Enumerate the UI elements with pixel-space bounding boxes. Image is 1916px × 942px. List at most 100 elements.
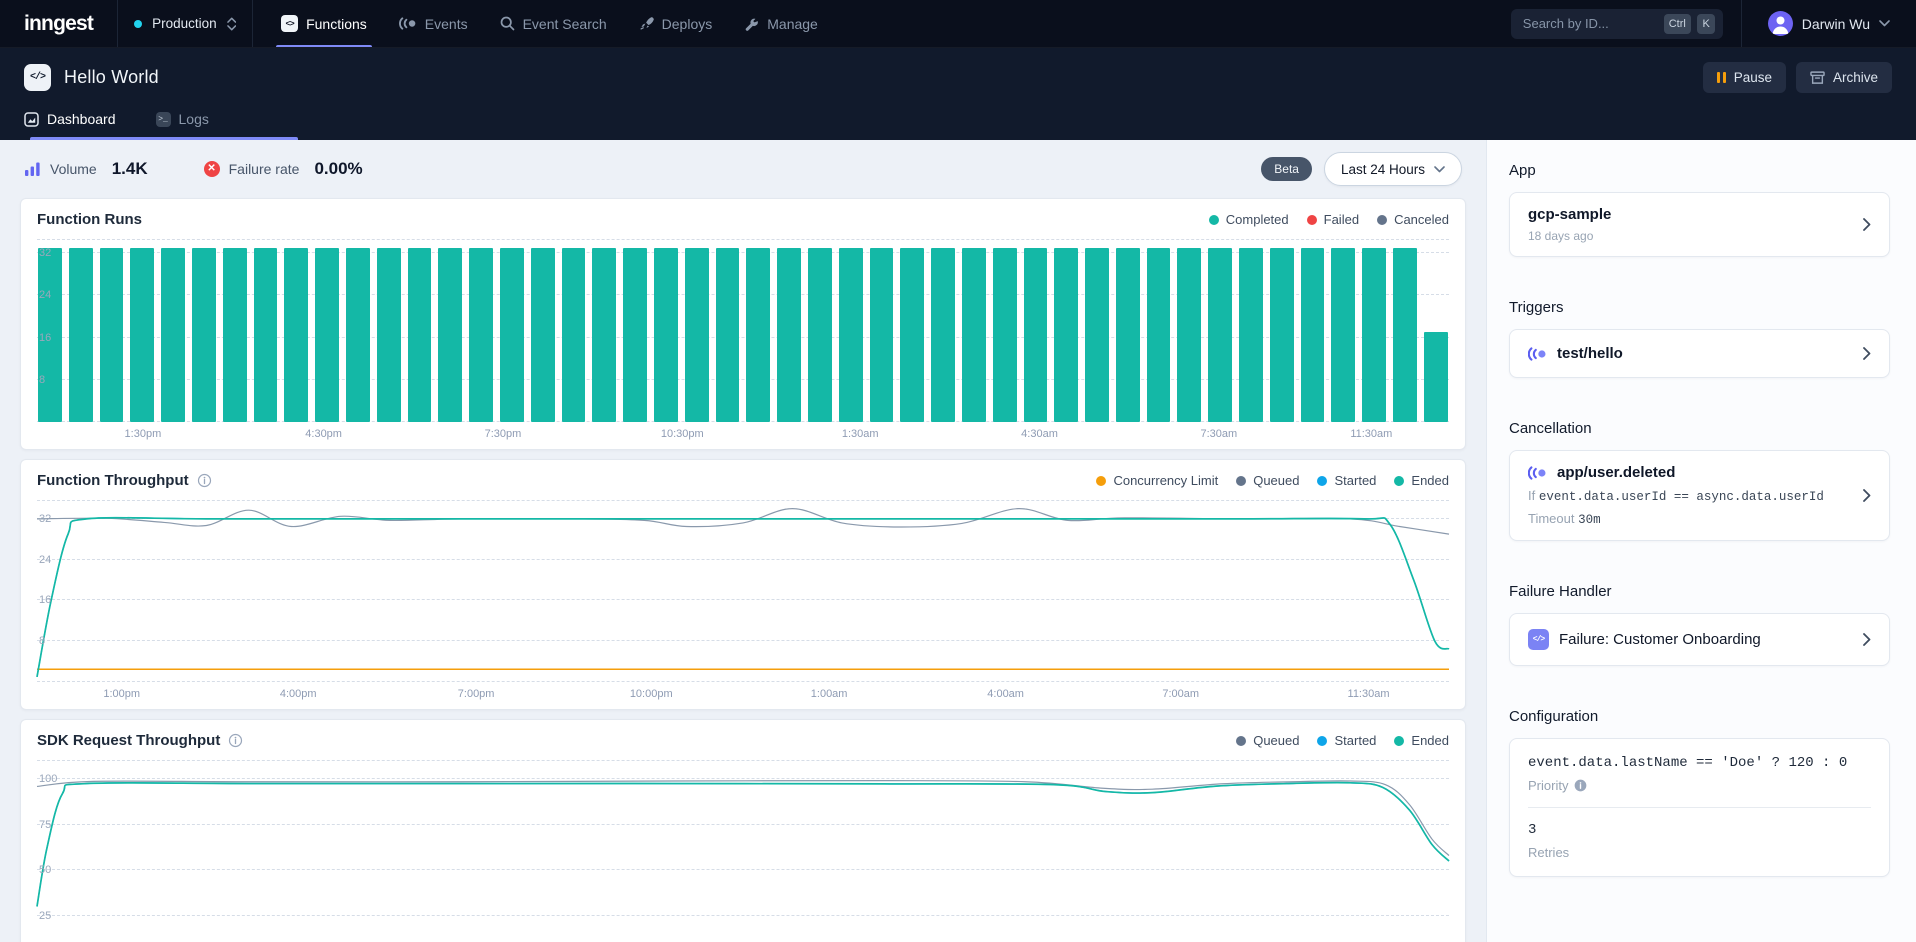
bar[interactable] <box>653 247 678 422</box>
bar[interactable] <box>407 247 432 422</box>
dashboard-icon <box>24 111 39 127</box>
top-navigation: inngest Production <> Functions Events E… <box>0 0 1916 48</box>
bar[interactable] <box>715 247 740 422</box>
search-input[interactable] <box>1510 8 1723 39</box>
bar[interactable] <box>469 247 493 422</box>
tab-events[interactable]: Events <box>383 0 484 47</box>
info-icon[interactable] <box>228 733 243 748</box>
retries-label: Retries <box>1528 845 1570 860</box>
user-menu[interactable]: Darwin Wu <box>1740 0 1916 47</box>
x-axis-tick: 1:30am <box>841 428 879 440</box>
bar[interactable] <box>38 247 62 422</box>
tab-logs[interactable]: >_ Logs <box>155 111 209 140</box>
bar[interactable] <box>68 247 93 422</box>
tab-dashboard[interactable]: Dashboard <box>24 111 116 140</box>
failure-handler-card[interactable]: </> Failure: Customer Onboarding <box>1509 613 1890 666</box>
legend-label: Queued <box>1253 733 1300 748</box>
time-range-dropdown[interactable]: Last 24 Hours <box>1323 152 1462 186</box>
y-axis-tick: 16 <box>39 331 52 344</box>
bar[interactable] <box>931 247 955 422</box>
bar[interactable] <box>684 247 709 422</box>
bar[interactable] <box>1085 247 1109 422</box>
legend-item-canceled: Canceled <box>1377 212 1449 227</box>
bar[interactable] <box>376 247 401 422</box>
bar[interactable] <box>1331 247 1356 422</box>
tab-functions[interactable]: <> Functions <box>265 0 383 47</box>
section-heading-app: App <box>1509 162 1536 179</box>
bar[interactable] <box>161 247 185 422</box>
info-icon[interactable] <box>197 473 212 488</box>
stats-bar: Volume 1.4K ✕ Failure rate 0.00% Beta La… <box>0 140 1486 198</box>
archive-label: Archive <box>1832 70 1878 85</box>
bar[interactable] <box>130 247 155 422</box>
bar[interactable] <box>191 247 216 422</box>
failure-handler-name: Failure: Customer Onboarding <box>1559 631 1761 648</box>
bar[interactable] <box>1023 247 1048 422</box>
bar[interactable] <box>961 247 986 422</box>
bar[interactable] <box>838 247 863 422</box>
bar[interactable] <box>807 247 832 422</box>
priority-expression: event.data.lastName == 'Doe' ? 120 : 0 <box>1528 755 1848 771</box>
function-throughput-card: Function Throughput Concurrency Limit Que… <box>20 459 1466 710</box>
bar[interactable] <box>777 247 801 422</box>
bar[interactable] <box>315 247 339 422</box>
bar[interactable] <box>1054 247 1079 422</box>
bar[interactable] <box>253 247 278 422</box>
priority-config: event.data.lastName == 'Doe' ? 120 : 0 P… <box>1528 755 1871 793</box>
bar[interactable] <box>438 247 463 422</box>
bar[interactable] <box>992 247 1017 422</box>
bar[interactable] <box>746 247 771 422</box>
details-sidebar: App gcp-sample 18 days ago Triggers test… <box>1486 140 1916 942</box>
legend-label: Started <box>1334 473 1377 488</box>
bar[interactable] <box>345 247 370 422</box>
tab-deploys[interactable]: Deploys <box>623 0 729 47</box>
bar[interactable] <box>592 247 617 422</box>
bar[interactable] <box>900 247 925 422</box>
bar[interactable] <box>222 247 247 422</box>
kbd-k: K <box>1697 13 1715 34</box>
configuration-card: event.data.lastName == 'Doe' ? 120 : 0 P… <box>1509 738 1890 877</box>
x-axis-tick: 7:00am <box>1162 688 1200 700</box>
bar[interactable] <box>499 247 524 422</box>
timeout-label: Timeout <box>1528 511 1575 526</box>
bar[interactable] <box>1269 247 1294 422</box>
x-axis-tick: 4:30am <box>1021 428 1058 440</box>
environment-switcher[interactable]: Production <box>117 0 254 47</box>
legend-label: Ended <box>1411 733 1449 748</box>
tab-event-search[interactable]: Event Search <box>484 0 623 47</box>
bar[interactable] <box>99 247 124 422</box>
info-filled-icon[interactable] <box>1574 779 1587 792</box>
kbd-ctrl: Ctrl <box>1663 13 1691 34</box>
pause-button[interactable]: Pause <box>1702 62 1786 93</box>
archive-button[interactable]: Archive <box>1795 62 1892 93</box>
bar[interactable] <box>1177 247 1202 422</box>
failure-rate-label: Failure rate <box>228 161 300 177</box>
bar[interactable] <box>1423 332 1448 422</box>
bar[interactable] <box>1208 247 1233 422</box>
bar[interactable] <box>561 247 586 422</box>
bar[interactable] <box>1239 247 1263 422</box>
inngest-logo[interactable]: inngest <box>24 11 94 35</box>
bar[interactable] <box>1362 247 1387 422</box>
tab-manage[interactable]: Manage <box>728 0 834 47</box>
app-meta: 18 days ago <box>1528 229 1594 243</box>
bar[interactable] <box>869 247 894 422</box>
bar[interactable] <box>530 247 555 422</box>
bar[interactable] <box>1300 247 1325 422</box>
chevron-right-icon <box>1863 347 1871 360</box>
bar[interactable] <box>284 247 309 422</box>
x-axis-tick: 7:30pm <box>484 428 522 440</box>
function-throughput-chart: 8 16 24 32 <box>37 500 1449 682</box>
trigger-event-name: test/hello <box>1557 345 1623 362</box>
failure-circle-x-icon: ✕ <box>203 161 220 177</box>
line-series-queued <box>37 781 1449 856</box>
bar[interactable] <box>1146 247 1171 422</box>
bar[interactable] <box>623 247 647 422</box>
app-card[interactable]: gcp-sample 18 days ago <box>1509 192 1890 257</box>
bar[interactable] <box>1115 247 1140 422</box>
trigger-card[interactable]: test/hello <box>1509 329 1890 378</box>
bar-series-completed <box>37 240 1449 422</box>
bar[interactable] <box>1393 247 1417 422</box>
chevron-right-icon <box>1863 633 1871 646</box>
cancellation-card[interactable]: app/user.deleted If event.data.userId ==… <box>1509 450 1890 541</box>
